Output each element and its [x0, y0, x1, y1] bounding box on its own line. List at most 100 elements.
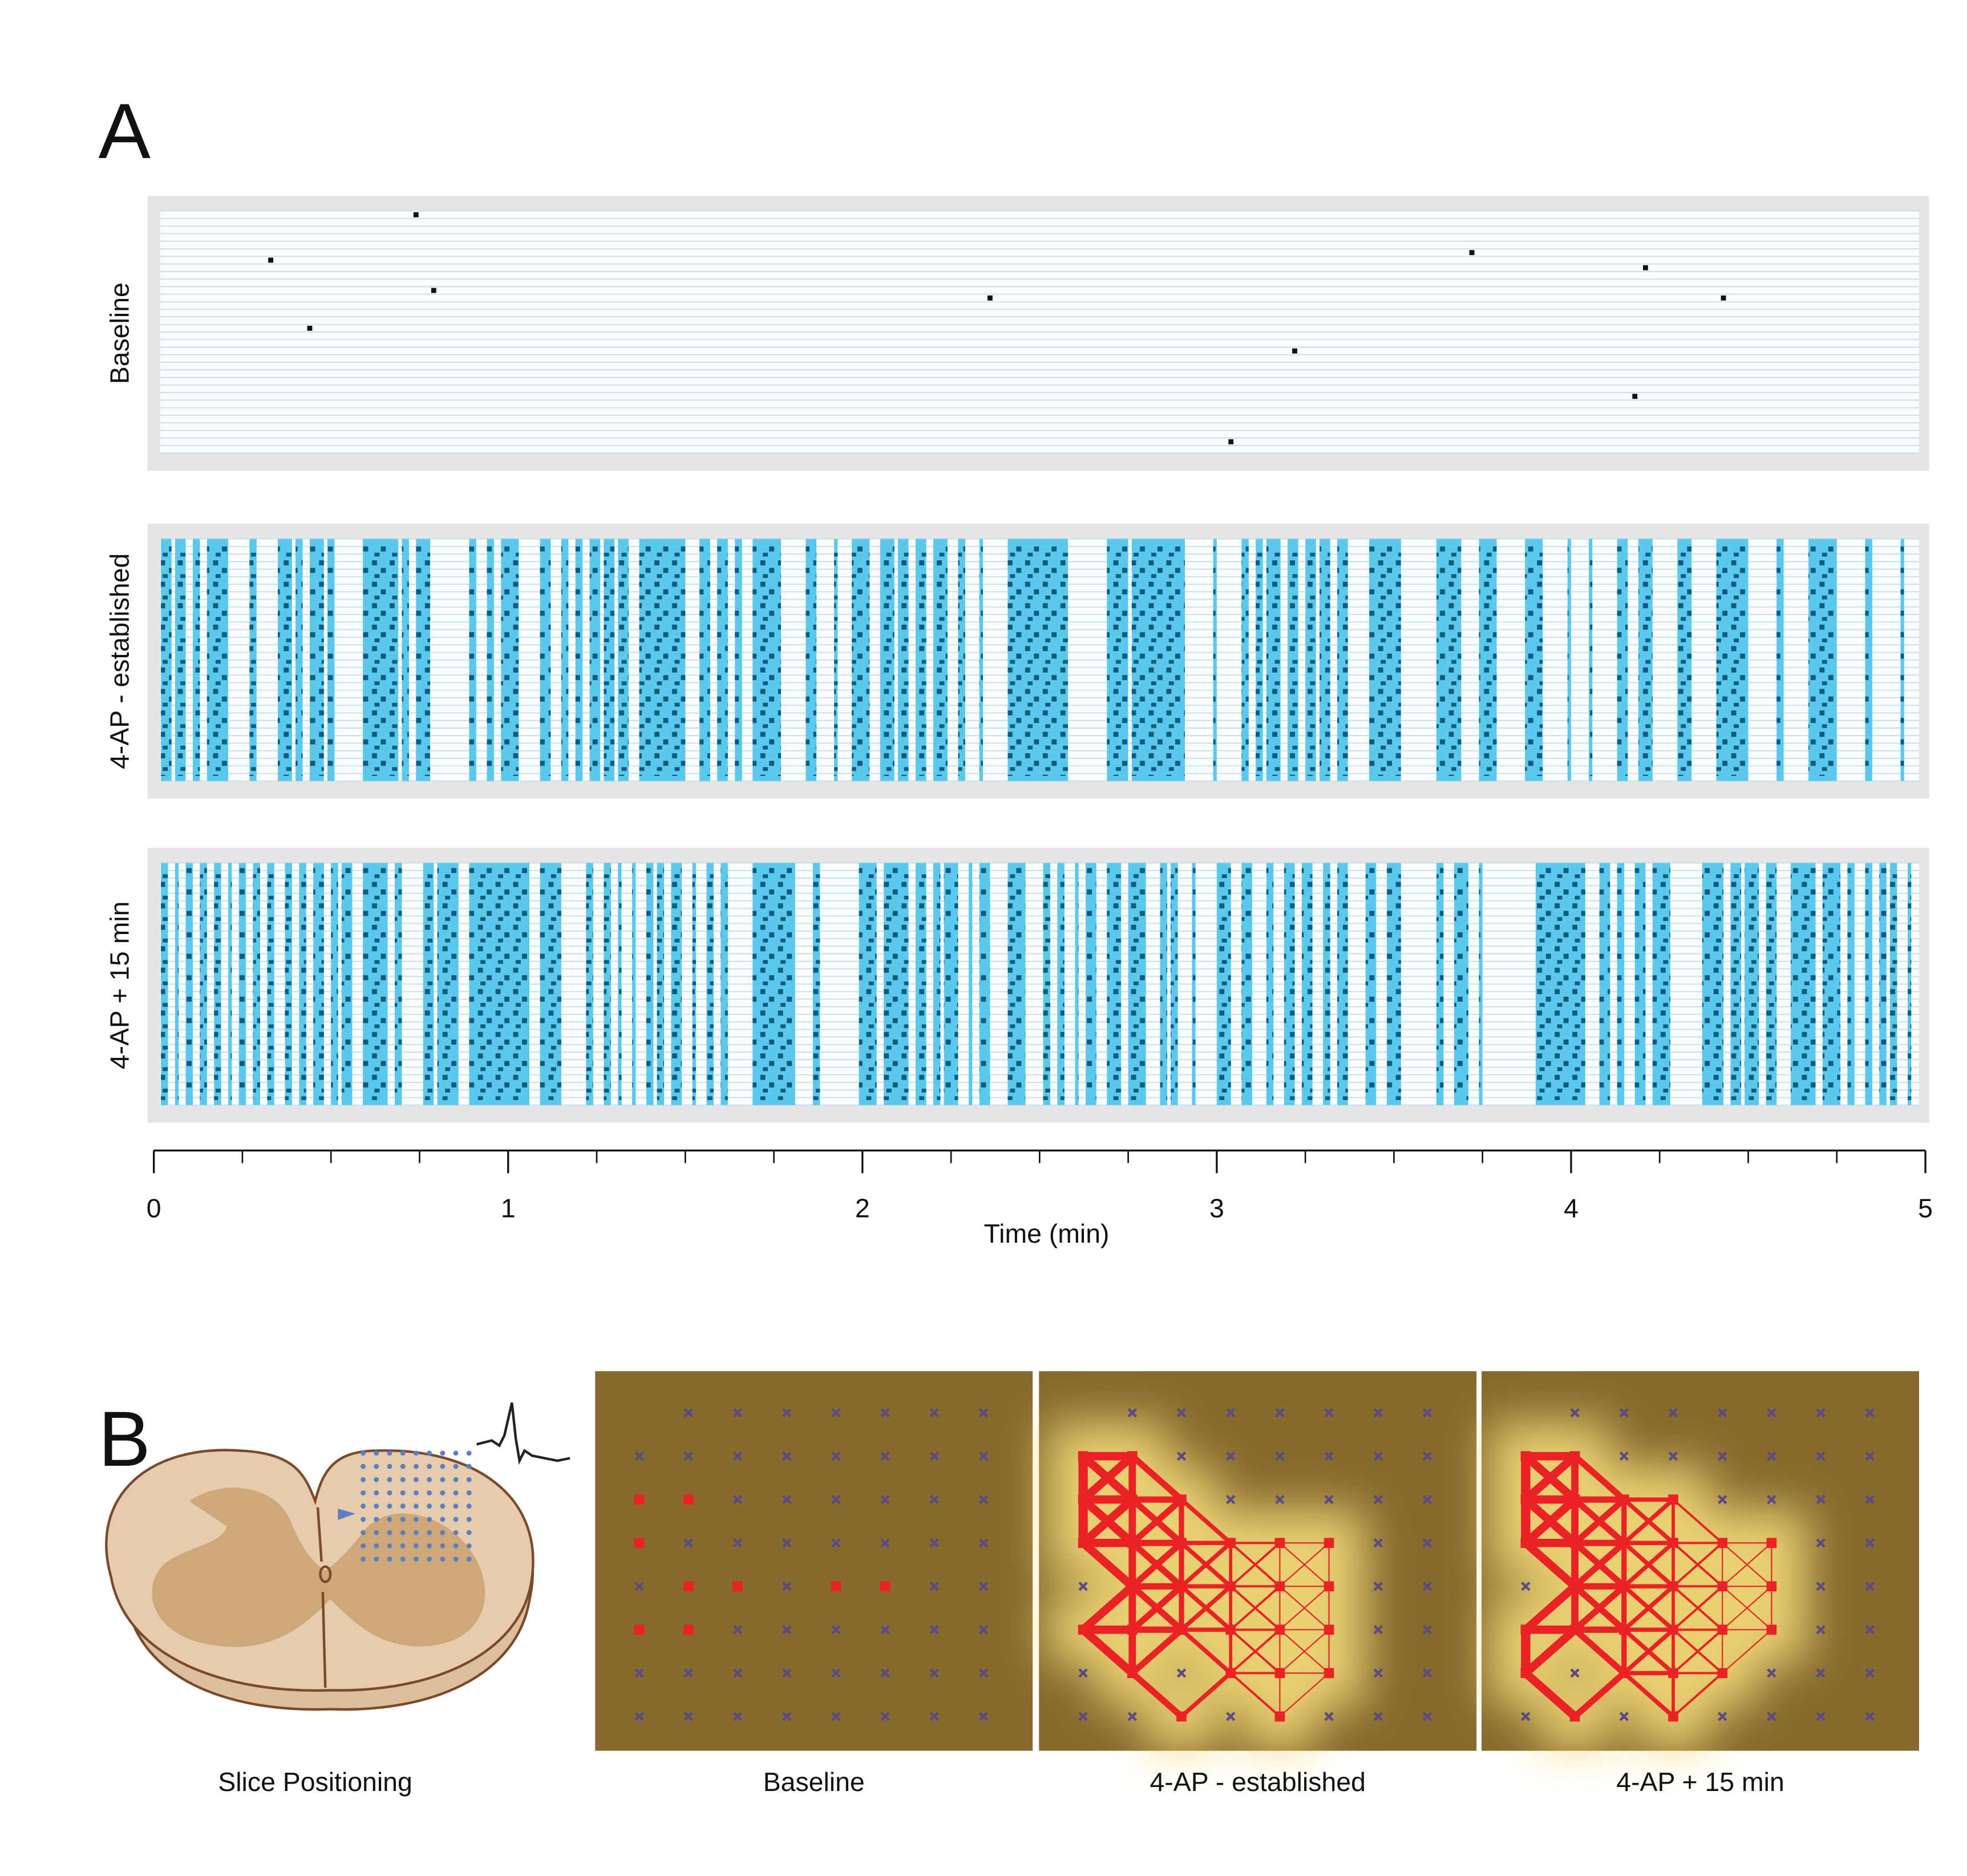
electrode	[1422, 1712, 1432, 1721]
electrode	[634, 1582, 644, 1591]
burst-spikes	[1617, 544, 1628, 776]
burst-spikes	[487, 544, 494, 776]
electrode	[1127, 1408, 1138, 1418]
active-electrode	[1078, 1538, 1088, 1548]
burst-spikes	[884, 868, 909, 1101]
electrode	[880, 1668, 890, 1678]
electrode	[929, 1538, 939, 1548]
burst-spikes	[618, 544, 629, 776]
active-electrode	[683, 1494, 694, 1505]
electrode-dot	[440, 1543, 446, 1548]
connection	[1622, 1584, 1675, 1632]
burst-spikes	[1638, 544, 1653, 776]
active-electrode	[1176, 1538, 1187, 1548]
map-background	[595, 1371, 1033, 1751]
connection	[1622, 1671, 1675, 1719]
burst-spikes	[604, 868, 611, 1101]
electrode	[1816, 1495, 1826, 1505]
electrode-dot	[466, 1530, 472, 1535]
burst-spikes	[1301, 868, 1313, 1101]
burst-spikes	[1436, 544, 1462, 776]
electrode	[1373, 1495, 1383, 1505]
electrode	[1275, 1408, 1285, 1418]
connection	[1079, 1582, 1137, 1634]
connection	[1279, 1672, 1330, 1717]
connection	[1672, 1542, 1724, 1588]
electrode-dot	[440, 1463, 446, 1469]
burst-spikes	[933, 868, 941, 1101]
connection	[1179, 1541, 1233, 1589]
burst-spikes	[278, 544, 292, 776]
electrode-dot	[413, 1450, 419, 1456]
electrode	[1668, 1408, 1678, 1418]
burst-spikes	[207, 544, 229, 776]
electrode	[1865, 1408, 1875, 1418]
connection	[1179, 1584, 1233, 1632]
spike	[1469, 250, 1475, 256]
electrode	[782, 1495, 792, 1505]
burst-spikes	[161, 868, 168, 1101]
electrode	[1767, 1452, 1776, 1461]
active-electrode	[1324, 1538, 1334, 1548]
burst-spikes	[341, 868, 353, 1101]
burst-spikes	[1107, 868, 1122, 1101]
active-electrode	[1766, 1624, 1777, 1635]
electrode	[1816, 1625, 1826, 1635]
electrode	[1422, 1582, 1432, 1591]
burst-spikes	[586, 868, 593, 1101]
active-electrode	[1176, 1494, 1187, 1505]
burst-spikes	[979, 868, 990, 1101]
electrode-dot	[361, 1450, 366, 1456]
row-label: Baseline	[104, 282, 134, 384]
connection	[1279, 1542, 1330, 1587]
electrode-dot	[427, 1450, 432, 1456]
burst-spikes	[1057, 868, 1065, 1101]
burst-spikes	[979, 544, 983, 776]
electrode	[1767, 1408, 1776, 1418]
electrode-dot	[361, 1543, 366, 1548]
burst-spikes	[752, 868, 795, 1101]
active-electrode	[1668, 1624, 1678, 1635]
active-electrode	[1668, 1711, 1678, 1722]
burst-spikes	[915, 544, 926, 776]
active-electrode	[1176, 1624, 1187, 1635]
active-electrode	[634, 1538, 645, 1548]
electrode	[782, 1408, 792, 1418]
connection	[1521, 1582, 1579, 1634]
active-electrode	[1569, 1494, 1580, 1505]
electrode-dot	[387, 1517, 392, 1522]
active-electrode	[1274, 1668, 1285, 1679]
electrode-dot	[387, 1490, 392, 1495]
active-electrode	[1324, 1581, 1334, 1592]
connection	[1079, 1495, 1137, 1547]
active-electrode	[683, 1624, 694, 1635]
burst-spikes	[267, 868, 274, 1101]
burst-spikes	[299, 868, 306, 1101]
electrode	[1816, 1408, 1826, 1418]
burst-spikes	[1387, 868, 1401, 1101]
connection	[1572, 1626, 1628, 1676]
electrode	[929, 1408, 939, 1418]
electrode	[1324, 1495, 1334, 1505]
electrode-dot	[413, 1530, 419, 1535]
electrode	[1865, 1712, 1875, 1721]
burst-spikes	[717, 544, 728, 776]
electrode	[929, 1452, 939, 1461]
electrode-dot	[413, 1463, 419, 1469]
panel-label: B	[98, 1396, 150, 1483]
burst-spikes	[1369, 544, 1401, 776]
electrode-dot	[413, 1517, 419, 1522]
electrode-dot	[440, 1450, 446, 1456]
spike	[1642, 265, 1648, 270]
burst-spikes	[1889, 868, 1897, 1101]
active-electrode	[1618, 1668, 1629, 1679]
electrode-dot	[466, 1490, 472, 1495]
electrode	[1767, 1495, 1776, 1505]
electrode	[1176, 1452, 1187, 1461]
electrode	[1718, 1712, 1727, 1721]
electrode	[1226, 1495, 1236, 1505]
burst-spikes	[589, 544, 601, 776]
x-tick-label: 0	[147, 1194, 161, 1223]
electrode-dot	[413, 1490, 419, 1495]
